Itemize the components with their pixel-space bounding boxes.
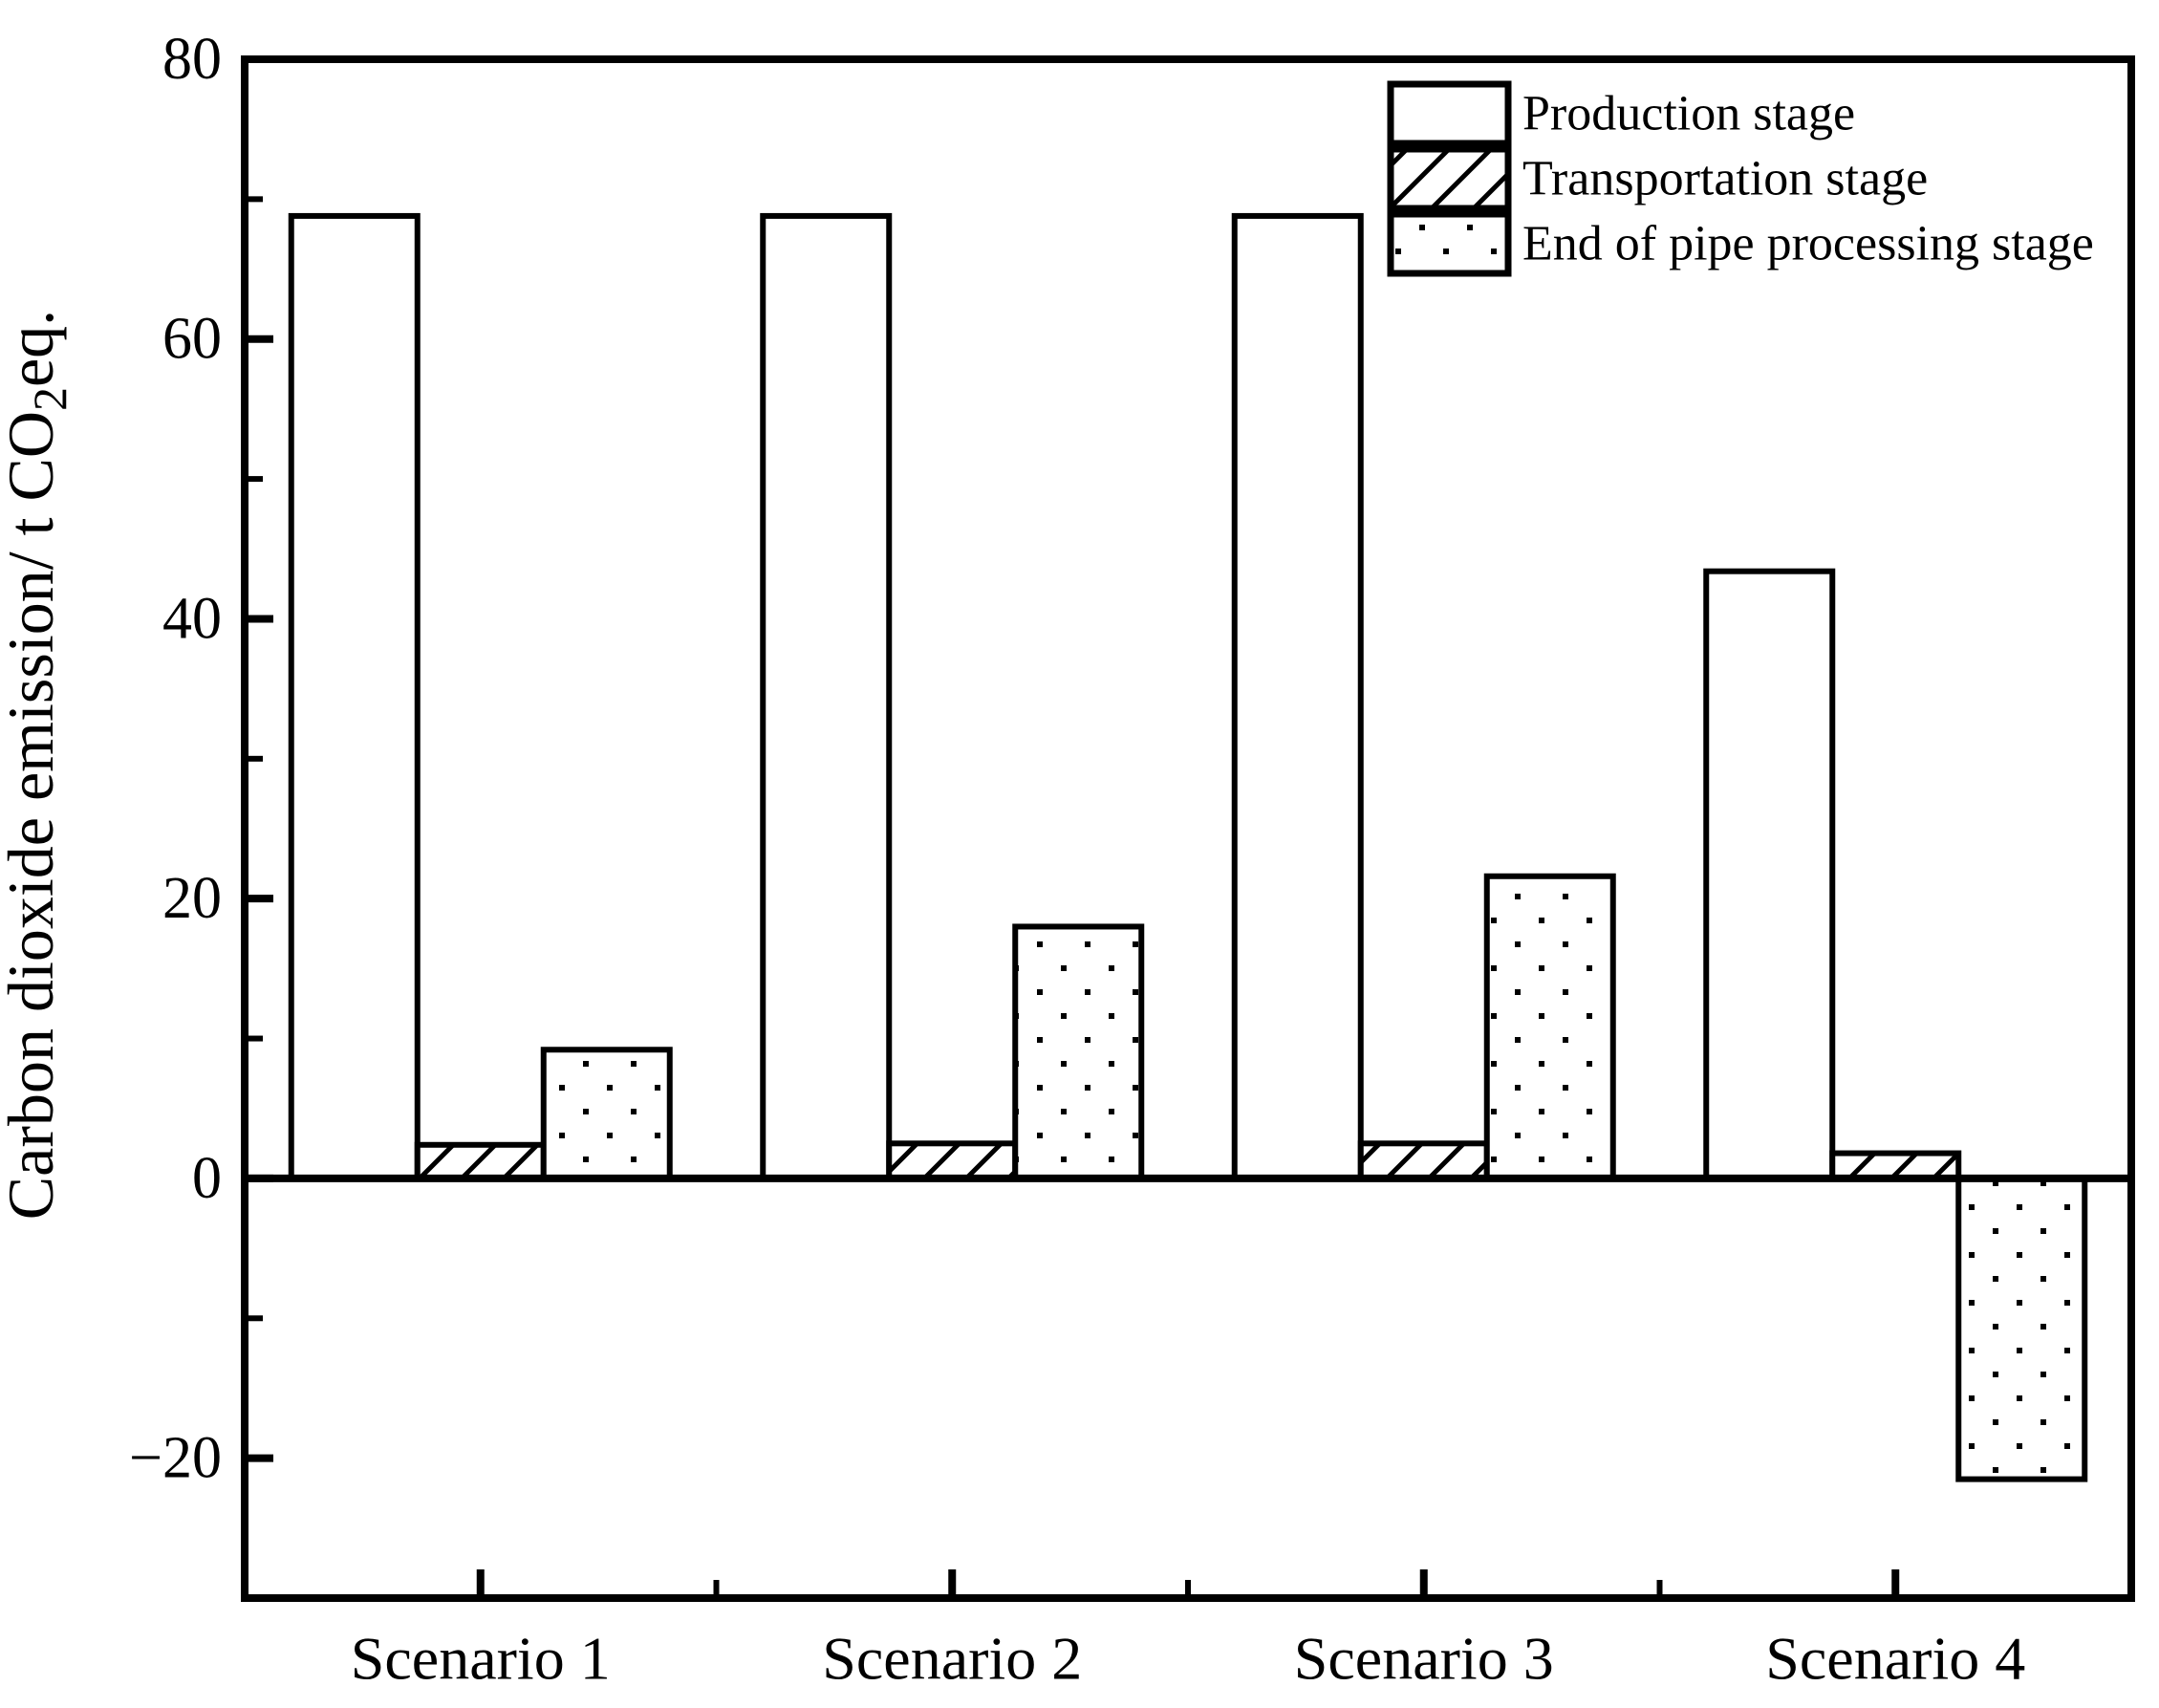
- legend-label: Transportation stage: [1522, 152, 1928, 206]
- legend-label: Production stage: [1522, 87, 1855, 141]
- bar-production-stage-scenario-4: [1703, 568, 1836, 1181]
- y-tick-label: 80: [162, 27, 222, 92]
- bar-production-stage-scenario-2: [760, 212, 893, 1181]
- x-tick-label-scenario-3: Scenario 3: [1294, 1625, 1554, 1693]
- legend-item-production-stage: Production stage: [1387, 80, 1855, 147]
- y-axis-title: Carbon dioxide emission/ t CO2eq.: [0, 310, 76, 1220]
- legend-swatch-solid-white: [1387, 80, 1512, 147]
- bar-transportation-stage-scenario-3: [1357, 1140, 1490, 1181]
- legend-swatch-dots: [1387, 210, 1512, 277]
- y-tick-label: 20: [162, 866, 222, 931]
- legend-label: End of pipe processing stage: [1522, 217, 2094, 271]
- legend: Production stage Transportation stage End …: [1387, 80, 2094, 277]
- bar-end-of-pipe-processing-stage-scenario-3: [1483, 873, 1616, 1181]
- bar-transportation-stage-scenario-1: [414, 1141, 547, 1181]
- y-axis: 80 60 40 20 0 −20: [129, 27, 273, 1491]
- plot-frame: [241, 55, 2135, 1602]
- y-tick-label: 0: [192, 1146, 222, 1211]
- x-axis: Scenario 1 Scenario 2 Scenario 3 Scenario 4: [351, 1569, 2025, 1693]
- bar-end-of-pipe-processing-stage-scenario-4: [1955, 1175, 2088, 1482]
- bar-end-of-pipe-processing-stage-scenario-1: [540, 1047, 673, 1181]
- legend-item-end-of-pipe-processing-stage: End of pipe processing stage: [1387, 210, 2094, 277]
- legend-swatch-diagonal-hatch: [1387, 145, 1512, 212]
- bar-production-stage-scenario-3: [1231, 212, 1364, 1181]
- bar-production-stage-scenario-1: [288, 212, 421, 1181]
- x-tick-label-scenario-2: Scenario 2: [822, 1625, 1082, 1693]
- y-tick-label: 60: [162, 307, 222, 372]
- legend-item-transportation-stage: Transportation stage: [1387, 145, 1928, 212]
- x-tick-label-scenario-4: Scenario 4: [1765, 1625, 2025, 1693]
- bars-layer: [288, 212, 2088, 1482]
- y-tick-label: 40: [162, 586, 222, 651]
- x-tick-label-scenario-1: Scenario 1: [351, 1625, 611, 1693]
- y-tick-label: −20: [129, 1426, 222, 1491]
- bar-end-of-pipe-processing-stage-scenario-2: [1012, 923, 1145, 1181]
- bar-transportation-stage-scenario-2: [886, 1140, 1019, 1181]
